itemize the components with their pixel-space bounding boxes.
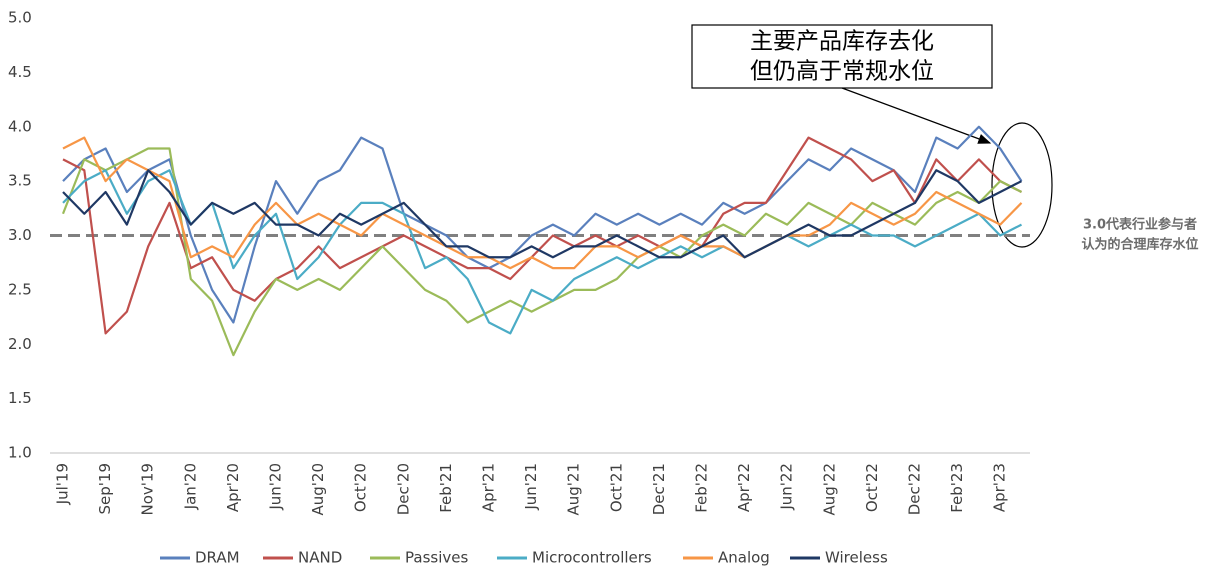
y-tick-label: 5.0 [8,9,32,27]
x-tick-label: Apr'23 [991,463,1009,512]
x-tick-label: Feb'23 [948,463,966,513]
x-tick-label: Dec'20 [394,463,412,515]
legend-label: Passives [405,549,468,567]
x-tick-label: Oct'20 [352,463,370,512]
series-line [61,147,1023,357]
y-tick-label: 2.5 [8,280,32,298]
x-tick-label: Dec'21 [650,463,668,515]
y-tick-label: 1.5 [8,389,32,407]
legend-label: NAND [298,549,342,567]
y-tick-label: 4.0 [8,117,32,135]
x-tick-label: Sep'19 [96,463,114,514]
legend-label: Analog [718,549,770,567]
annotation-text: 主要产品库存去化 [750,29,934,55]
highlight-ellipse [991,122,1053,248]
x-tick-label: Aug'22 [820,463,838,516]
x-tick-label: Aug'21 [565,463,583,516]
series-line [62,125,1023,324]
legend-label: Wireless [825,549,888,567]
x-tick-label: Jul'19 [54,463,72,505]
y-tick-label: 3.5 [8,172,32,190]
x-tick-label: Jan'20 [181,463,199,510]
x-tick-label: Dec'22 [906,463,924,515]
reference-label: 认为的合理库存水位 [1081,237,1198,253]
y-tick-label: 2.0 [8,335,32,353]
x-tick-label: Apr'22 [735,463,753,512]
x-tick-label: Jun'20 [267,463,285,511]
x-tick-label: Oct'22 [863,463,881,512]
x-tick-label: Apr'21 [480,463,498,512]
series-line [62,136,1023,270]
annotation-box [691,24,993,89]
x-tick-label: Nov'19 [139,463,157,516]
reference-label: 3.0代表行业参与者 [1083,217,1197,233]
x-tick-label: Feb'21 [437,463,455,513]
legend-label: DRAM [195,549,240,567]
y-tick-label: 4.5 [8,63,32,81]
x-tick-label: Apr'20 [224,463,242,512]
series-line [62,136,1023,335]
x-tick-label: Jun'22 [778,463,796,511]
x-tick-label: Aug'20 [309,463,327,516]
annotation-text: 但仍高于常规水位 [750,59,934,85]
annotation-arrow [841,87,992,144]
y-tick-label: 1.0 [8,444,32,462]
x-tick-label: Feb'22 [693,463,711,513]
x-tick-label: Jun'21 [522,463,540,511]
series-line [62,169,1023,259]
legend-label: Microcontrollers [532,549,652,567]
y-tick-label: 3.0 [8,226,32,244]
x-tick-label: Oct'21 [607,463,625,512]
